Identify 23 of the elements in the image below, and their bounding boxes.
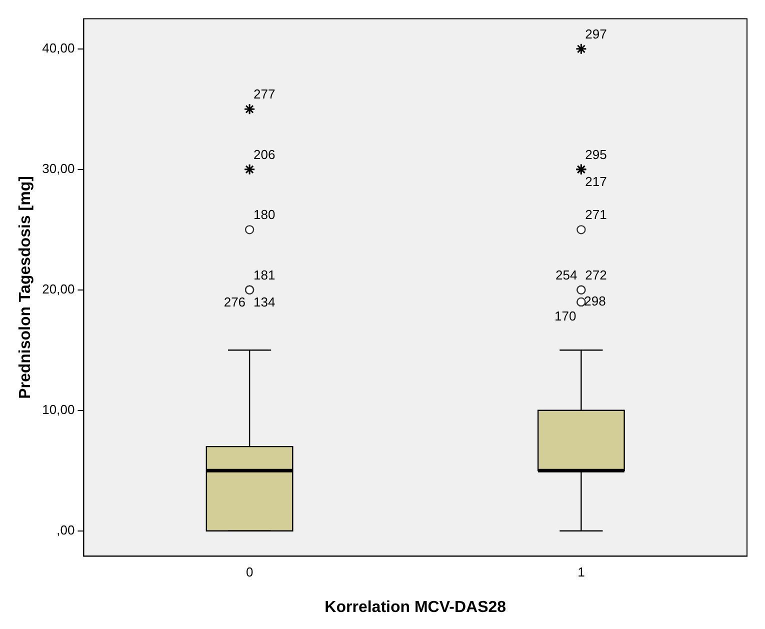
annotation: 277 (254, 86, 276, 102)
y-tick-label: ,00 (56, 522, 75, 538)
y-tick-label: 10,00 (42, 402, 75, 417)
y-axis-title: Prednisolon Tagesdosis [mg] (17, 176, 34, 399)
annotation: 170 (554, 308, 576, 324)
annotation: 180 (254, 207, 276, 222)
annotation: 295 (585, 146, 607, 162)
x-axis-title: Korrelation MCV-DAS28 (324, 598, 506, 616)
annotation: 276 (224, 294, 246, 310)
x-tick-label: 1 (578, 564, 585, 580)
annotation: 271 (585, 207, 607, 222)
annotation: 297 (585, 26, 607, 42)
y-tick-label: 20,00 (42, 281, 75, 296)
annotation: 254 (555, 267, 578, 282)
annotation: 272 (585, 267, 607, 282)
annotation: 206 (254, 146, 276, 162)
y-tick-label: 40,00 (42, 40, 75, 56)
annotation: 134 (254, 294, 276, 310)
annotation: 217 (585, 174, 607, 189)
annotation: 181 (254, 267, 276, 282)
y-tick-label: 30,00 (42, 160, 75, 176)
x-tick-label: 0 (246, 564, 254, 580)
annotation: 298 (584, 294, 606, 309)
